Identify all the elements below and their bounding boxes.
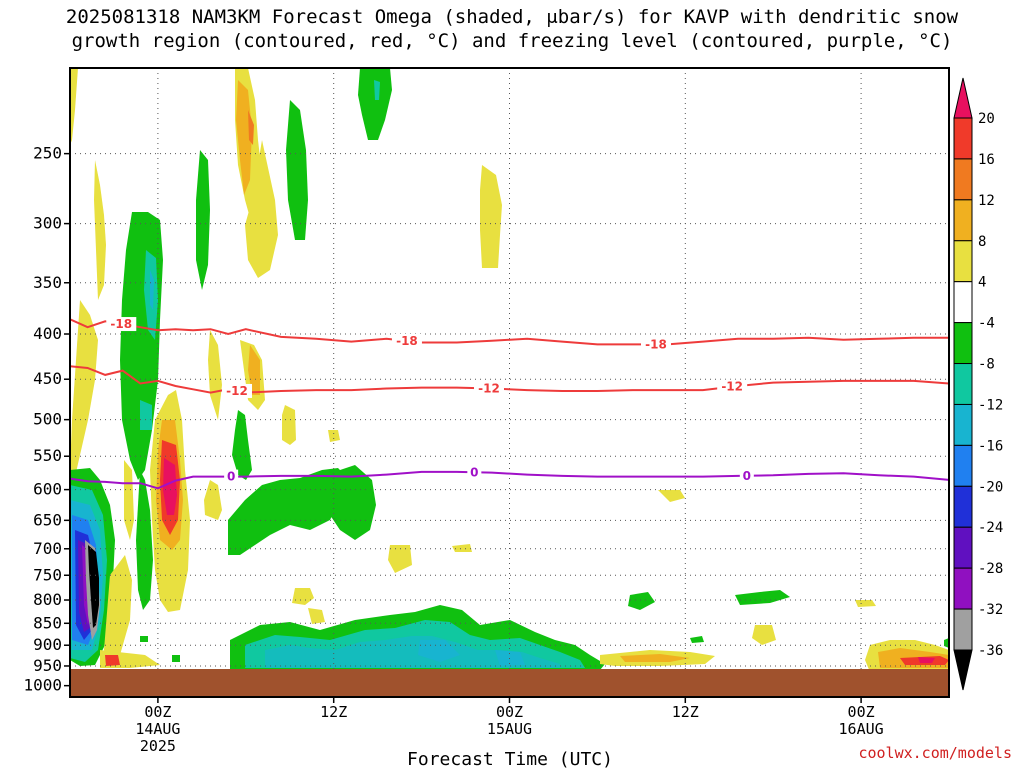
colorbar-swatch — [953, 403, 973, 446]
contour-label-bg — [739, 468, 754, 483]
colorbar-label: -20 — [978, 479, 1003, 495]
y-tick-label: 550 — [33, 446, 62, 465]
colorbar-label: 16 — [978, 152, 995, 168]
x-tick-date: 14AUG — [135, 720, 180, 738]
x-tick-year: 2025 — [140, 737, 176, 755]
contour-label: -12 — [226, 384, 248, 398]
colorbar-label: -16 — [978, 438, 1003, 454]
contour-label: 0 — [743, 469, 751, 483]
y-tick-label: 850 — [33, 613, 62, 632]
colorbar-label: -32 — [978, 602, 1003, 618]
y-tick-label: 500 — [33, 410, 62, 429]
colorbar-swatch — [953, 199, 973, 242]
colorbar-swatch — [953, 281, 973, 324]
contour-line--12 — [70, 365, 949, 394]
colorbar-swatch — [953, 158, 973, 201]
x-tick-label: 12Z — [672, 703, 699, 721]
chart-title-line-2: growth region (contoured, red, °C) and f… — [71, 30, 953, 52]
contour-label: 0 — [470, 465, 478, 479]
colorbar-label: 8 — [978, 234, 986, 250]
contour-label-bg — [717, 379, 748, 394]
x-tick-date: 15AUG — [487, 720, 532, 738]
contour-label: -18 — [396, 334, 418, 348]
colorbar-swatch — [953, 240, 973, 283]
colorbar-swatch — [953, 485, 973, 528]
y-tick-label: 700 — [33, 539, 62, 558]
y-tick-label: 950 — [33, 656, 62, 675]
y-tick-label: 600 — [33, 480, 62, 499]
y-tick-label: 250 — [33, 144, 62, 163]
colorbar-label: -4 — [978, 316, 995, 332]
colorbar-label: -28 — [978, 561, 1003, 577]
contour-label-bg — [473, 381, 504, 396]
colorbar-label: -12 — [978, 397, 1003, 413]
x-tick-label: 00Z — [144, 703, 171, 721]
contour-line-0 — [70, 470, 949, 490]
y-tick-label: 650 — [33, 510, 62, 529]
y-tick-label: 750 — [33, 565, 62, 584]
pressure-axis: 250 300 350 400 450 500 550 600 650 700 750 800 850 9… — [23, 144, 70, 695]
colorbar-label: -36 — [978, 643, 1003, 659]
contour-label-bg — [391, 333, 422, 348]
contour-label-bg — [106, 317, 137, 332]
contour-label-bg — [224, 469, 239, 484]
omega-colorbar: 20 16 12 8 4 -4 -8 -12 -16 -20 -24 -28 -32 -36 — [953, 77, 1003, 691]
y-tick-label: 300 — [33, 214, 62, 233]
x-tick-label: 00Z — [496, 703, 523, 721]
contour-label: -18 — [645, 337, 667, 351]
contour-label: -18 — [110, 317, 132, 331]
omega-shading — [70, 68, 949, 672]
colorbar-bottom-arrow — [953, 649, 973, 691]
colorbar-swatch — [953, 444, 973, 487]
colorbar-label: 12 — [978, 193, 995, 209]
credit-link[interactable]: coolwx.com/models — [858, 744, 1012, 762]
y-tick-label: 900 — [33, 635, 62, 654]
temperature-contours: -18 -18 -18 -12 -12 -12 0 0 0 — [70, 317, 949, 490]
colorbar-label: -24 — [978, 520, 1003, 536]
colorbar-swatch — [953, 567, 973, 610]
chart-title-line-1: 2025081318 NAM3KM Forecast Omega (shaded… — [65, 6, 959, 28]
colorbar-label: -8 — [978, 357, 995, 373]
colorbar-swatch — [953, 608, 973, 651]
contour-label: -12 — [478, 381, 500, 395]
x-tick-label: 00Z — [848, 703, 875, 721]
colorbar-swatch — [953, 526, 973, 569]
y-tick-label: 800 — [33, 590, 62, 609]
x-tick-date: 16AUG — [839, 720, 884, 738]
colorbar-swatch — [953, 363, 973, 405]
contour-label: -12 — [721, 380, 743, 394]
contour-label-bg — [222, 383, 253, 398]
y-tick-label: 1000 — [23, 676, 62, 695]
x-axis-title: Forecast Time (UTC) — [407, 749, 613, 768]
colorbar-swatch — [953, 322, 973, 365]
contour-label-bg — [641, 337, 671, 352]
contour-label-bg — [467, 465, 482, 480]
x-tick-label: 12Z — [320, 703, 347, 721]
colorbar-swatch — [953, 117, 973, 160]
colorbar-label: 20 — [978, 111, 995, 127]
y-tick-label: 450 — [33, 369, 62, 388]
ground-terrain — [70, 669, 949, 697]
y-tick-label: 400 — [33, 324, 62, 343]
contour-label: 0 — [227, 470, 235, 484]
colorbar-top-arrow — [953, 77, 973, 119]
colorbar-label: 4 — [978, 275, 986, 291]
y-tick-label: 350 — [33, 273, 62, 292]
